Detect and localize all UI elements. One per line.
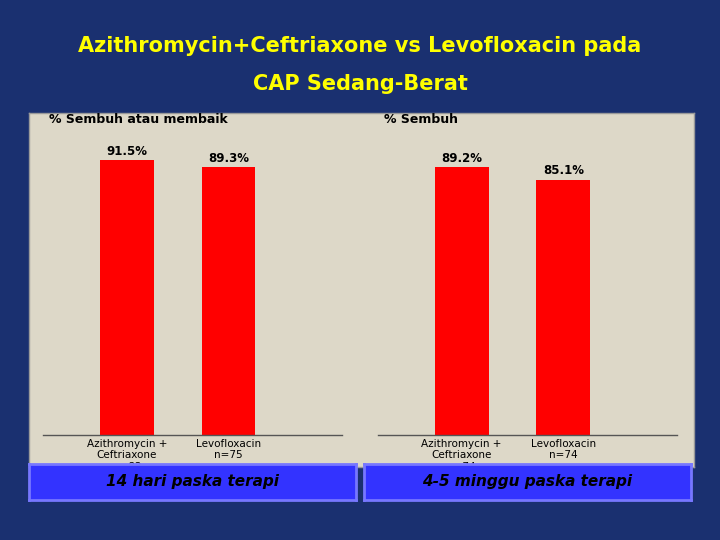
Text: 85.1%: 85.1% [543,164,584,177]
Text: CAP Sedang-Berat: CAP Sedang-Berat [253,73,467,94]
Text: 91.5%: 91.5% [107,145,148,158]
Text: 89.2%: 89.2% [441,152,482,165]
Text: 4-5 minggu paska terapi: 4-5 minggu paska terapi [423,475,632,489]
Text: % Sembuh atau membaik: % Sembuh atau membaik [49,113,228,126]
Bar [100,160,154,435]
Text: 89.3%: 89.3% [208,152,249,165]
Bar [536,180,590,435]
Bar [435,167,489,435]
Text: % Sembuh: % Sembuh [384,113,458,126]
Text: Azithromycin+Ceftriaxone vs Levofloxacin pada: Azithromycin+Ceftriaxone vs Levofloxacin… [78,36,642,56]
Bar [202,167,256,435]
Text: 14 hari paska terapi: 14 hari paska terapi [106,475,279,489]
